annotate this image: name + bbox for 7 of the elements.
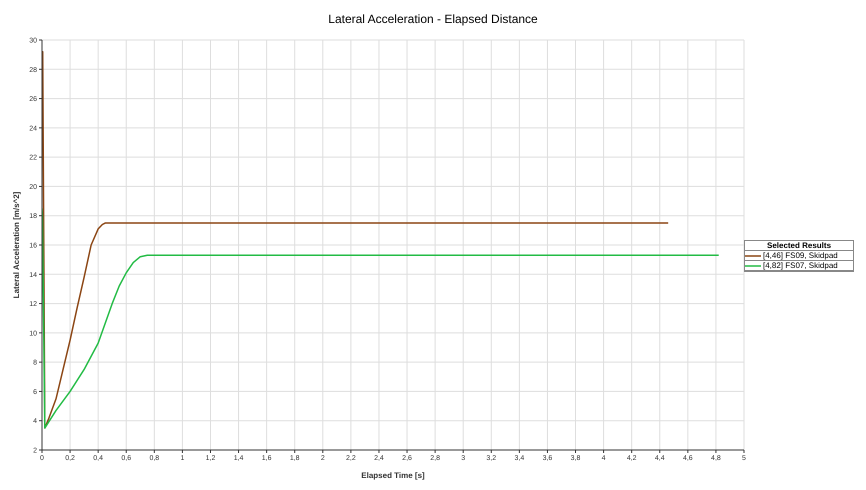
y-axis-title: Lateral Acceleration [m/s^2] [12, 191, 21, 298]
legend-title: Selected Results [745, 241, 853, 251]
line-series [42, 208, 720, 429]
legend-label: [4,82] FS07, Skidpad [763, 261, 838, 270]
legend-label: [4,46] FS09, Skidpad [763, 251, 838, 260]
x-axis-title: Elapsed Time [s] [361, 471, 426, 480]
chart-title: Lateral Acceleration - Elapsed Distance [327, 11, 539, 28]
